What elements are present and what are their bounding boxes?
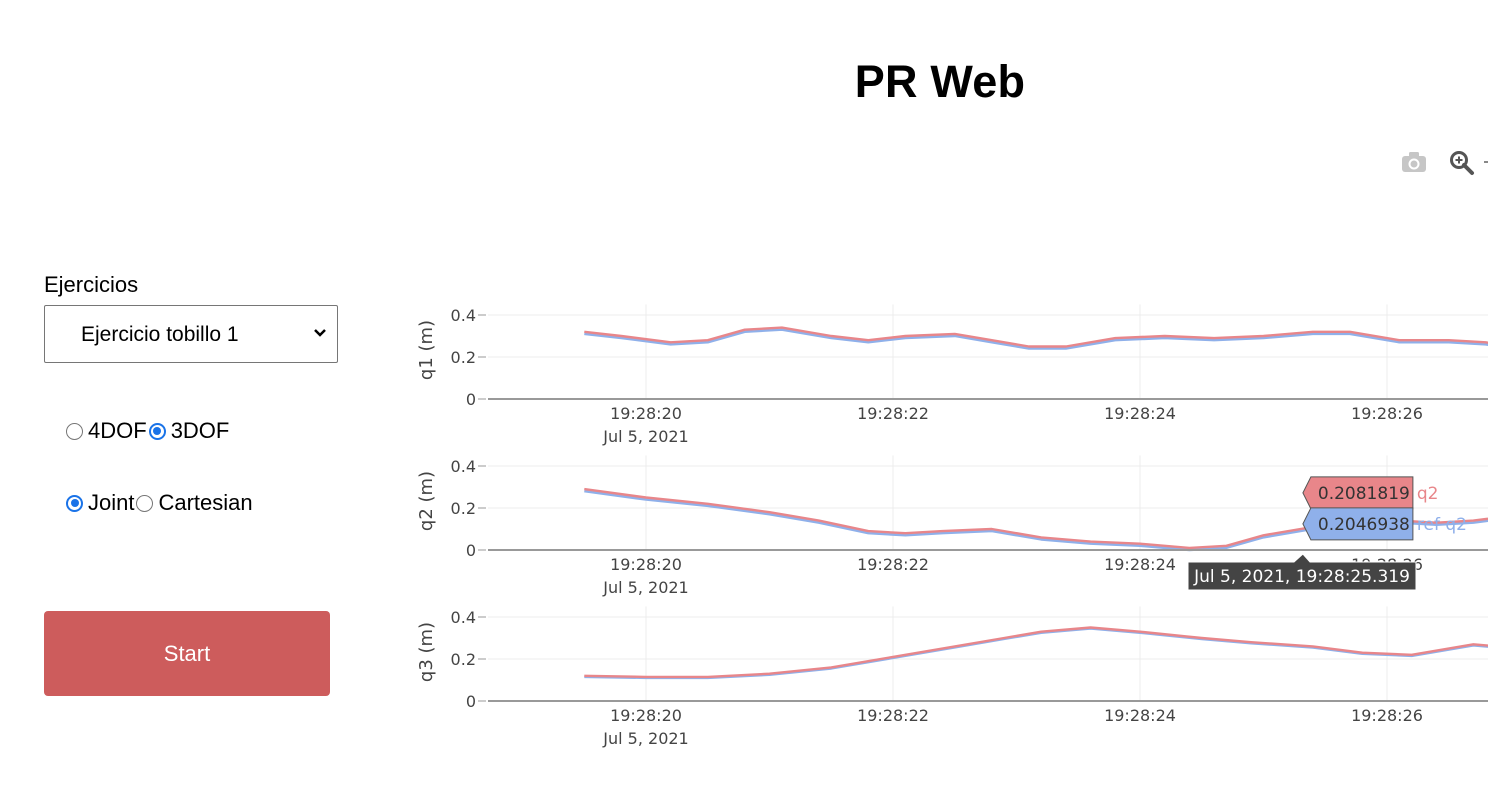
radio-joint-label: Joint xyxy=(88,490,135,515)
x-tick-date-label: Jul 5, 2021 xyxy=(602,427,688,446)
page-title: PR Web xyxy=(854,56,1026,107)
radio-cartesian[interactable] xyxy=(136,494,154,512)
y-tick-label: 0.2 xyxy=(451,499,476,518)
start-button[interactable]: Start xyxy=(44,611,330,696)
x-tick-label: 19:28:24 xyxy=(1104,404,1176,423)
chevron-down-icon xyxy=(314,329,326,337)
x-tick-date-label: Jul 5, 2021 xyxy=(602,578,688,597)
x-tick-label: 19:28:22 xyxy=(857,555,929,574)
x-tick-label: 19:28:20 xyxy=(610,404,682,423)
zoom-icon[interactable] xyxy=(1450,151,1474,175)
y-tick-label: 0.2 xyxy=(451,650,476,669)
hover-value: 0.2081819 xyxy=(1318,484,1410,504)
chart-q1: 0 0.2 0.4 19:28:20 19:28:22 19:28:24 19:28:26 J… xyxy=(416,304,1488,446)
x-tick-label: 19:28:22 xyxy=(857,706,929,725)
y-tick-label: 0 xyxy=(466,541,476,560)
y-tick-label: 0.4 xyxy=(451,457,476,476)
y-axis-label: q3 (m) xyxy=(416,622,437,682)
series-q3 xyxy=(584,626,1488,679)
y-tick-label: 0.2 xyxy=(451,348,476,367)
dof-radio-group: 4DOF 3DOF xyxy=(66,417,231,445)
chart-q2: 00.20.419:28:2019:28:2219:28:2419:28:26J… xyxy=(416,455,1488,597)
hover-tooltip: 0.2081819 q2 0.2046938 ref q2 Jul 5, 2021, 1… xyxy=(1187,476,1467,591)
y-tick-label: 0 xyxy=(466,692,476,711)
x-tick-label: 19:28:24 xyxy=(1104,706,1176,725)
x-tick-label: 19:28:26 xyxy=(1351,404,1423,423)
x-tick-label: 19:28:20 xyxy=(610,555,682,574)
chart-modebar xyxy=(1402,151,1488,175)
exercise-select[interactable]: Ejercicio tobillo 1 xyxy=(44,305,338,363)
x-tick-label: 19:28:24 xyxy=(1104,555,1176,574)
camera-icon[interactable] xyxy=(1402,152,1426,172)
exercise-select-value: Ejercicio tobillo 1 xyxy=(81,323,239,346)
series-ref-q3 xyxy=(584,627,1488,680)
series-ref-q1 xyxy=(584,328,1488,350)
y-tick-label: 0.4 xyxy=(451,608,476,627)
hover-x-box xyxy=(1187,553,1417,591)
radio-4dof-label: 4DOF xyxy=(88,418,147,443)
hover-box-ref-q2 xyxy=(1302,507,1414,541)
radio-cartesian-label: Cartesian xyxy=(158,490,253,515)
x-tick-label: 19:28:22 xyxy=(857,404,929,423)
mode-radio-group: Joint Cartesian xyxy=(66,489,255,517)
radio-joint[interactable] xyxy=(66,494,83,512)
y-tick-label: 0 xyxy=(466,390,476,409)
exercises-label: Ejercicios xyxy=(44,272,139,297)
hover-box-q2 xyxy=(1302,476,1414,510)
x-tick-label: 19:28:20 xyxy=(610,706,682,725)
y-axis-label: q1 (m) xyxy=(416,320,437,380)
radio-3dof-label: 3DOF xyxy=(170,418,230,443)
radio-4dof[interactable] xyxy=(66,422,83,440)
y-tick-label: 0.4 xyxy=(451,306,476,325)
x-tick-date-label: Jul 5, 2021 xyxy=(602,729,688,748)
hover-series-name: ref q2 xyxy=(1417,515,1467,535)
radio-3dof[interactable] xyxy=(148,422,166,440)
hover-value: 0.2046938 xyxy=(1318,515,1410,535)
series-q1 xyxy=(584,326,1488,348)
x-tick-label: 19:28:26 xyxy=(1351,706,1423,725)
chart-q3: 0 0.2 0.4 19:28:20 19:28:22 19:28:24 19:28:26 J… xyxy=(416,606,1488,748)
hover-series-name: q2 xyxy=(1417,484,1439,504)
hover-x-label: Jul 5, 2021, 19:28:25.319 xyxy=(1193,567,1410,587)
y-axis-label: q2 (m) xyxy=(416,471,437,531)
